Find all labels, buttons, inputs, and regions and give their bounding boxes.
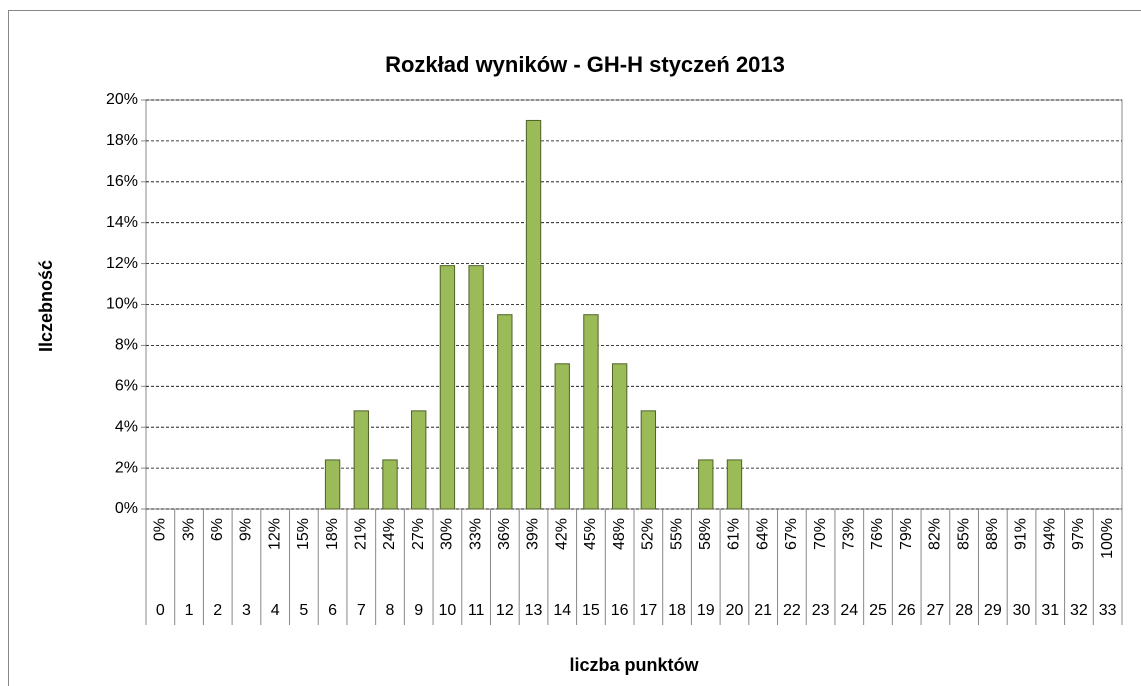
bar — [726, 459, 743, 510]
bar — [439, 265, 456, 510]
bar — [324, 459, 341, 510]
x-tick-label: 33 — [1099, 602, 1117, 619]
x-percent-label: 9% — [238, 518, 255, 541]
x-tick-label: 15 — [582, 602, 600, 619]
x-percent-label: 82% — [927, 518, 944, 550]
x-percent-label: 76% — [869, 518, 886, 550]
x-tick-label: 22 — [783, 602, 801, 619]
x-percent-label: 3% — [180, 518, 197, 541]
x-tick-label: 25 — [869, 602, 887, 619]
x-percent-label: 67% — [783, 518, 800, 550]
x-percent-label: 52% — [640, 518, 657, 550]
bar — [468, 265, 484, 510]
x-tick-label: 17 — [639, 602, 657, 619]
x-tick-label: 20 — [726, 602, 744, 619]
y-tick-label: 10% — [106, 296, 138, 313]
chart-border — [8, 10, 1141, 686]
x-percent-label: 48% — [611, 518, 628, 550]
x-tick-label: 7 — [357, 602, 366, 619]
bar — [698, 459, 714, 510]
chart-title: Rozkład wyników - GH-H styczeń 2013 — [385, 52, 785, 77]
x-percent-label: 18% — [324, 518, 341, 550]
x-percent-label: 58% — [697, 518, 714, 550]
x-tick-label: 5 — [299, 602, 308, 619]
x-tick-label: 31 — [1041, 602, 1059, 619]
x-percent-label: 24% — [381, 518, 398, 550]
x-tick-label: 9 — [414, 602, 423, 619]
x-tick-label: 26 — [898, 602, 916, 619]
y-tick-label: 4% — [115, 418, 138, 435]
x-percent-label: 0% — [152, 518, 169, 541]
x-tick-label: 32 — [1070, 602, 1088, 619]
x-percent-label: 45% — [582, 518, 599, 550]
bar — [640, 410, 657, 510]
x-tick-label: 13 — [525, 602, 543, 619]
bar — [583, 314, 599, 510]
x-tick-label: 2 — [213, 602, 222, 619]
x-percent-label: 6% — [209, 518, 226, 541]
y-tick-label: 14% — [106, 214, 138, 231]
x-percent-label: 42% — [553, 518, 570, 550]
x-percent-label: 97% — [1070, 518, 1087, 550]
x-percent-label: 30% — [439, 518, 456, 550]
x-tick-label: 0 — [156, 602, 165, 619]
x-percent-label: 15% — [295, 518, 312, 550]
y-tick-label: 20% — [106, 91, 138, 108]
x-tick-label: 14 — [553, 602, 571, 619]
x-tick-label: 6 — [328, 602, 337, 619]
y-tick-label: 8% — [115, 337, 138, 354]
y-axis-title: Ilczebność — [36, 260, 56, 352]
x-percent-label: 64% — [754, 518, 771, 550]
y-tick-label: 12% — [106, 255, 138, 272]
x-percent-label: 100% — [1099, 518, 1116, 559]
x-percent-label: 91% — [1013, 518, 1030, 550]
bar — [382, 459, 398, 510]
y-tick-label: 18% — [106, 132, 138, 149]
x-tick-label: 29 — [984, 602, 1002, 619]
x-percent-label: 33% — [467, 518, 484, 550]
x-tick-label: 19 — [697, 602, 715, 619]
x-percent-label: 36% — [496, 518, 513, 550]
x-tick-label: 4 — [271, 602, 280, 619]
x-percent-label: 94% — [1041, 518, 1058, 550]
x-percent-label: 70% — [812, 518, 829, 550]
y-tick-label: 2% — [115, 459, 138, 476]
x-percent-label: 39% — [525, 518, 542, 550]
x-tick-label: 3 — [242, 602, 251, 619]
bar — [411, 410, 427, 510]
x-tick-label: 24 — [840, 602, 858, 619]
x-percent-label: 85% — [955, 518, 972, 550]
x-percent-label: 21% — [353, 518, 370, 550]
x-tick-label: 11 — [468, 602, 485, 619]
bar — [611, 363, 628, 510]
bar — [525, 119, 542, 510]
bar — [497, 314, 513, 510]
bar — [554, 363, 570, 510]
x-percent-label: 88% — [984, 518, 1001, 550]
x-tick-label: 8 — [386, 602, 395, 619]
x-tick-label: 1 — [185, 602, 194, 619]
bar — [353, 410, 369, 510]
x-tick-label: 28 — [955, 602, 973, 619]
x-tick-label: 30 — [1013, 602, 1031, 619]
x-percent-label: 27% — [410, 518, 427, 550]
x-tick-label: 23 — [812, 602, 830, 619]
x-tick-label: 18 — [668, 602, 686, 619]
x-tick-label: 27 — [927, 602, 945, 619]
x-tick-label: 10 — [439, 602, 457, 619]
y-tick-label: 16% — [106, 173, 138, 190]
x-percent-label: 55% — [668, 518, 685, 550]
x-percent-label: 12% — [266, 518, 283, 550]
x-tick-label: 21 — [754, 602, 772, 619]
x-tick-label: 12 — [496, 602, 514, 619]
y-tick-label: 0% — [115, 500, 138, 517]
x-axis-title: liczba punktów — [569, 655, 699, 675]
x-percent-label: 73% — [841, 518, 858, 550]
y-tick-label: 6% — [115, 378, 138, 395]
x-tick-label: 16 — [611, 602, 629, 619]
x-percent-label: 61% — [726, 518, 743, 550]
x-percent-label: 79% — [898, 518, 915, 550]
